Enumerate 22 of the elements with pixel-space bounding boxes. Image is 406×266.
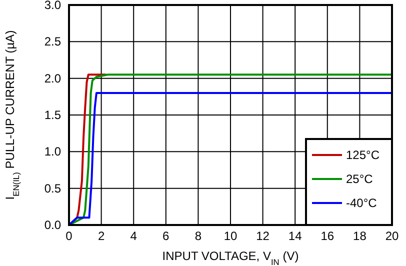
x-tick-label: 18 xyxy=(353,229,367,243)
x-axis-title: INPUT VOLTAGE, V$_{IN}$ (V) xyxy=(162,249,299,266)
x-tick-label: 16 xyxy=(320,229,334,243)
legend-label: -40°C xyxy=(346,196,378,210)
x-tick-label: 2 xyxy=(98,229,105,243)
x-tick-label: 14 xyxy=(288,229,302,243)
x-tick-label: 8 xyxy=(194,229,202,243)
x-tick-label: 6 xyxy=(162,229,170,243)
y-tick-label: 2.0 xyxy=(44,71,62,86)
y-tick-label: 1.0 xyxy=(44,144,62,159)
x-tick-label: 12 xyxy=(256,229,270,243)
y-tick-label: 0.0 xyxy=(44,218,62,232)
x-tick-label: 20 xyxy=(385,229,399,243)
x-tick-label: 10 xyxy=(224,229,238,243)
legend-label: 125°C xyxy=(346,148,380,162)
y-tick-label: 0.5 xyxy=(44,181,62,196)
y-tick-label: 2.5 xyxy=(44,34,62,49)
legend-label: 25°C xyxy=(346,172,374,186)
y-tick-label: 1.5 xyxy=(44,108,62,122)
x-tick-label: 0 xyxy=(66,229,73,243)
x-tick-label: 4 xyxy=(130,229,138,243)
y-tick-label: 3.0 xyxy=(44,0,62,12)
